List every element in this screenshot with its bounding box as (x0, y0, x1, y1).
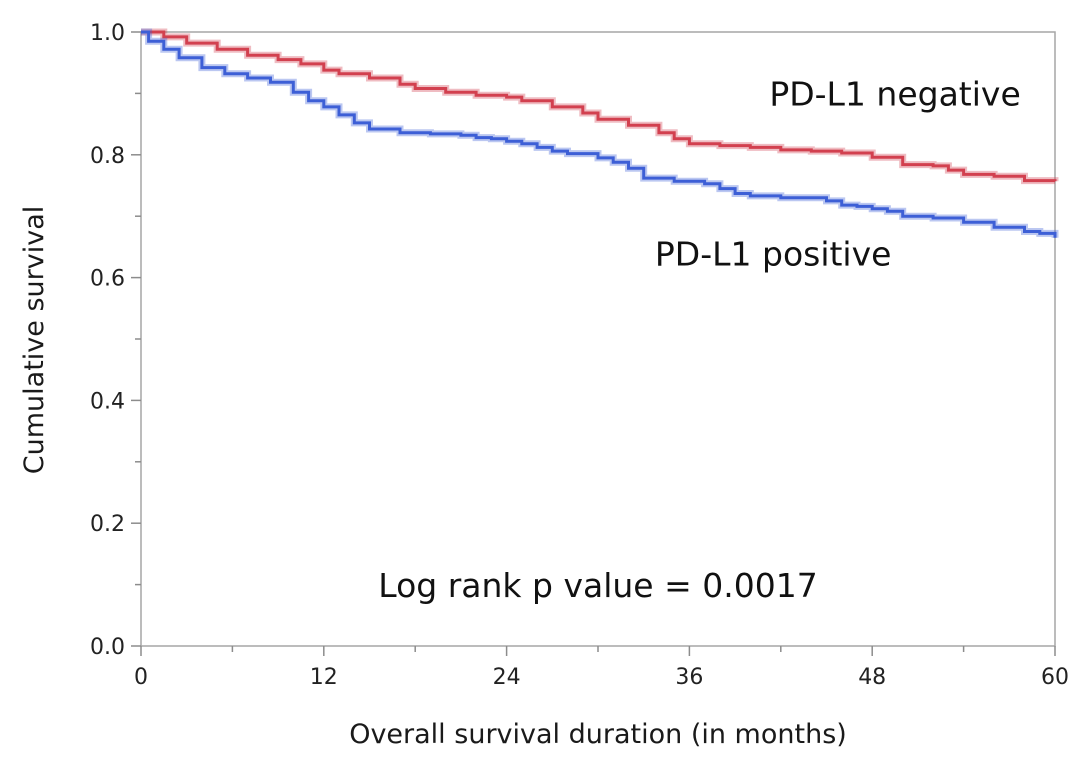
x-tick-label: 0 (134, 665, 148, 690)
x-tick-label: 60 (1041, 665, 1069, 690)
y-axis: 0.0 0.2 0.4 0.6 0.8 1.0 (90, 21, 141, 660)
y-tick-label: 0.8 (90, 144, 125, 169)
annotation-label: PD-L1 positive (655, 234, 892, 273)
x-tick-label: 36 (675, 665, 703, 690)
x-axis-title: Overall survival duration (in months) (349, 719, 847, 750)
annotation-label: Log rank p value = 0.0017 (378, 566, 817, 605)
series-line-pd-l1-positive (141, 30, 1057, 238)
y-tick-label: 0.4 (90, 389, 125, 414)
y-tick-label: 1.0 (90, 21, 125, 46)
plot-border (140, 31, 1056, 647)
series-layer (141, 28, 1059, 238)
y-tick-label: 0.0 (90, 635, 125, 660)
annotation-label: PD-L1 negative (769, 75, 1020, 114)
plot-frame (140, 31, 1056, 647)
x-tick-label: 12 (310, 665, 338, 690)
annotation-layer: PD-L1 negative PD-L1 positive Log rank p v… (378, 75, 1020, 605)
x-tick-label: 24 (493, 665, 521, 690)
y-tick-label: 0.2 (90, 512, 125, 537)
y-axis-title: Cumulative survival (19, 206, 50, 474)
y-tick-label: 0.6 (90, 267, 125, 292)
x-tick-label: 48 (858, 665, 886, 690)
x-axis: 0 12 24 36 48 60 (134, 646, 1069, 690)
series-line-pd-l1-negative (141, 30, 1057, 183)
